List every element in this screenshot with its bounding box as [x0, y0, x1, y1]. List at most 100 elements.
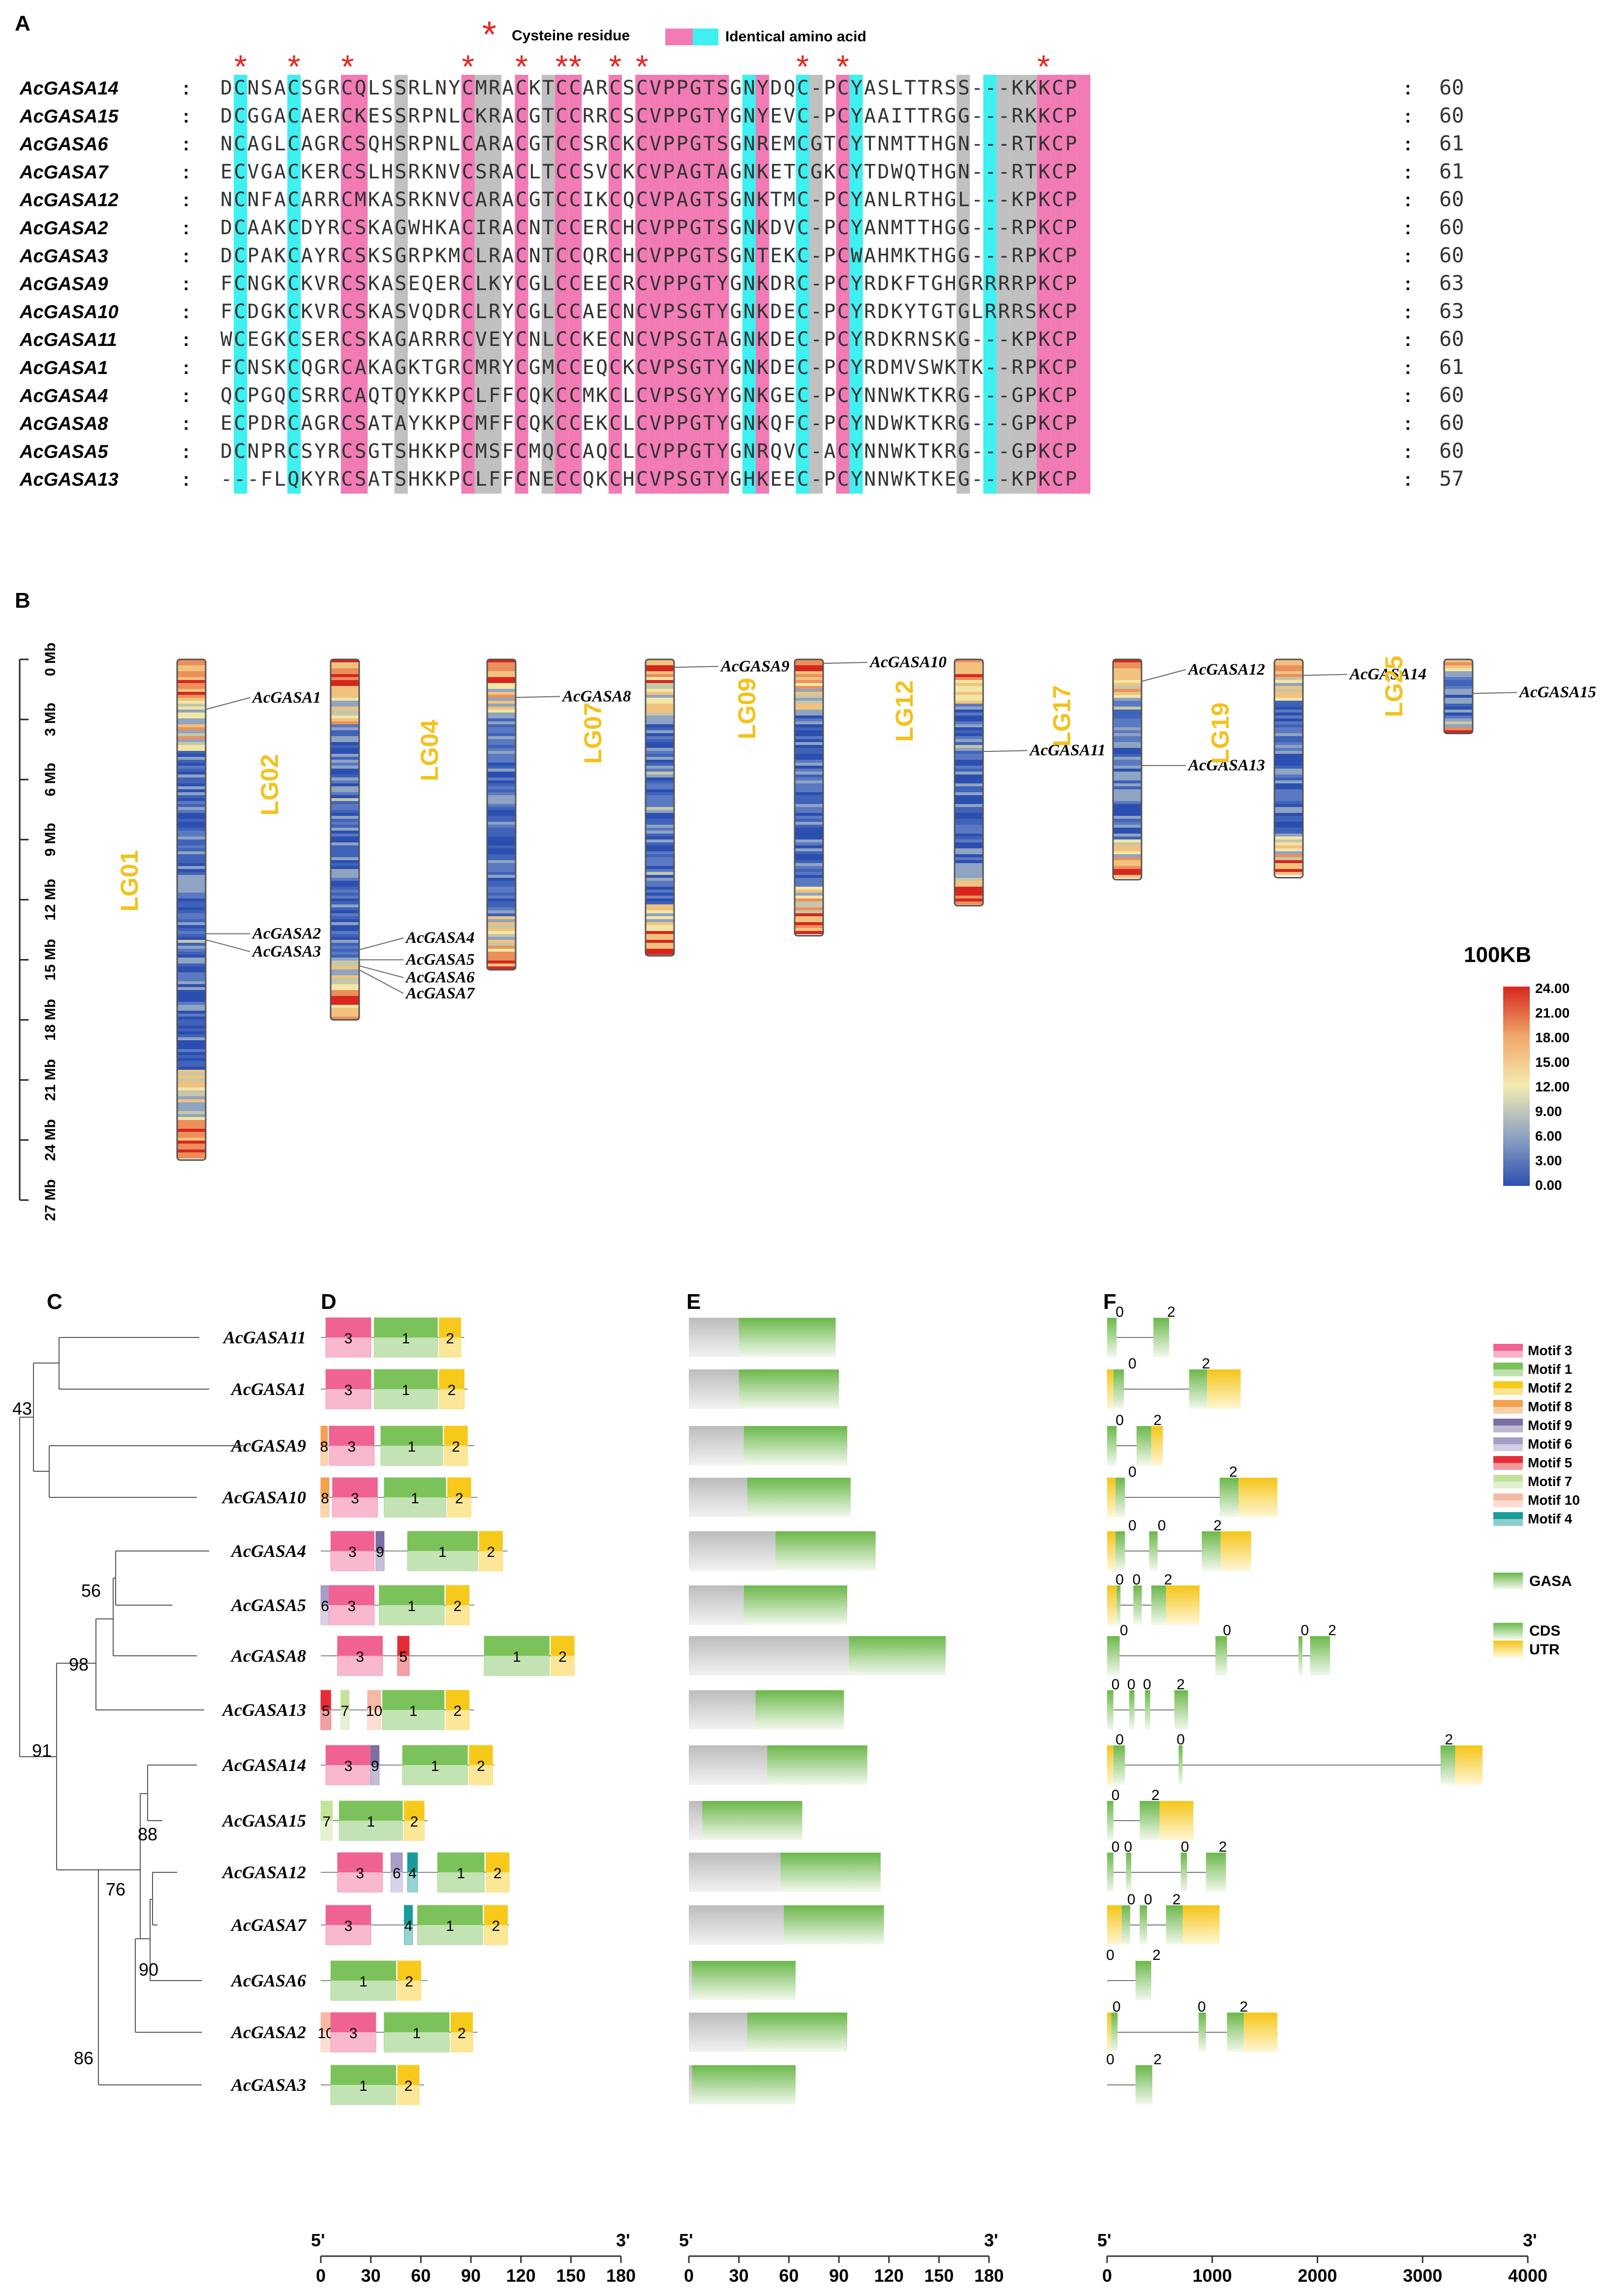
chromosome-density-stripe	[795, 916, 823, 920]
chromosome-density-stripe	[795, 680, 823, 683]
chromosome-density-stripe	[331, 801, 359, 805]
chromosome-density-stripe	[1274, 707, 1303, 710]
chromosome-density-stripe	[795, 713, 823, 716]
chromosome-density-stripe	[1113, 686, 1142, 689]
motif-label: 7	[341, 1703, 349, 1719]
motif-box-shade	[326, 1925, 371, 1945]
cds-exon	[1219, 1478, 1239, 1517]
chromosome-density-stripe	[177, 718, 206, 722]
chromosome-density-stripe	[487, 789, 516, 793]
chromosome-density-stripe	[1113, 707, 1142, 710]
chromosome-density-stripe	[646, 704, 674, 707]
chromosome-density-stripe	[1113, 795, 1142, 799]
chromosome-density-stripe	[487, 845, 516, 849]
gene-locus-line	[359, 969, 404, 994]
motif-box-shade	[331, 2032, 376, 2052]
chromosome-density-stripe	[487, 834, 516, 837]
motif-label: 1	[407, 1598, 416, 1614]
chromosome-density-stripe	[955, 872, 983, 875]
chromosome-density-stripe	[795, 819, 823, 822]
chromosome-density-stripe	[646, 884, 674, 887]
gasa-domain	[747, 1478, 851, 1517]
gene-axis-tick-label: 4000	[1508, 2265, 1547, 2286]
chromosome-density-stripe	[646, 837, 674, 840]
motif-box-shade	[321, 1497, 329, 1517]
chromosome-density-stripe	[795, 863, 823, 867]
chromosome-density-stripe	[955, 789, 983, 793]
chromosome-density-stripe	[646, 671, 674, 675]
chromosome-density-stripe	[331, 890, 359, 893]
chromosome-density-stripe	[646, 792, 674, 796]
chromosome-label: LG25	[1380, 655, 1408, 717]
intron-phase-label: 0	[1127, 1892, 1136, 1908]
alignment-row-colon: :	[1405, 78, 1411, 99]
cds-exon	[1149, 1531, 1158, 1571]
chromosome-density-stripe	[1274, 848, 1303, 852]
chromosome-density-stripe	[646, 698, 674, 701]
gasa-legend-label: GASA	[1529, 1573, 1572, 1589]
chromosome-density-stripe	[646, 772, 674, 775]
chromosome-density-stripe	[177, 896, 206, 899]
utr-legend-label: UTR	[1529, 1642, 1560, 1658]
chromosome-density-stripe	[487, 881, 516, 884]
chromosome-density-stripe	[646, 819, 674, 822]
chromosome-density-stripe	[795, 718, 823, 722]
chromosome-density-stripe	[177, 1155, 206, 1159]
motif-box-shade	[407, 1551, 478, 1571]
intron-phase-label: 0	[1143, 1676, 1151, 1693]
chromosome-density-stripe	[487, 692, 516, 695]
gasa-domain	[739, 1318, 836, 1357]
chromosome-density-stripe	[177, 1017, 206, 1020]
chromosome-density-stripe	[487, 718, 516, 722]
chromosome-density-stripe	[487, 837, 516, 840]
gene-locus-label: AcGASA6	[405, 969, 475, 987]
motif-box-shade	[384, 1497, 446, 1517]
chromosome-density-stripe	[487, 751, 516, 754]
alignment-highlight-column	[488, 75, 502, 494]
chromosome-density-stripe	[955, 739, 983, 743]
chromosome-density-stripe	[1274, 677, 1303, 681]
chromosome-density-stripe	[1444, 721, 1473, 725]
chromosome-density-stripe	[1444, 692, 1473, 695]
cds-exon	[1174, 1690, 1188, 1730]
chromosome-density-stripe	[1274, 671, 1303, 675]
chromosome-density-stripe	[331, 780, 359, 784]
chromosome-density-stripe	[177, 1096, 206, 1100]
chromosome-density-stripe	[177, 831, 206, 834]
motif-label: 2	[446, 1331, 454, 1347]
chromosome-density-stripe	[177, 996, 206, 999]
chromosome-density-stripe	[331, 940, 359, 943]
chromosome-density-stripe	[487, 922, 516, 926]
intron-phase-label: 2	[1202, 1356, 1210, 1372]
motif-label: 4	[404, 1918, 413, 1934]
chromosome-density-stripe	[177, 816, 206, 819]
chromosome-density-stripe	[646, 680, 674, 683]
chromosome-density-stripe	[177, 662, 206, 666]
chromosome-density-stripe	[646, 839, 674, 843]
chromosome-density-stripe	[177, 1037, 206, 1041]
chromosome-density-stripe	[955, 780, 983, 784]
chromosome-density-stripe	[1274, 736, 1303, 740]
chromosome-density-stripe	[646, 899, 674, 902]
chromosome-density-stripe	[331, 887, 359, 890]
chromosome-density-stripe	[331, 707, 359, 710]
chromosome-density-stripe	[795, 913, 823, 917]
chromosome-density-stripe	[1113, 869, 1142, 872]
legend-star-icon: *	[482, 14, 496, 55]
chromosome-density-stripe	[1113, 692, 1142, 695]
motif-box-shade	[329, 1446, 374, 1465]
chromosome-density-stripe	[487, 899, 516, 902]
bootstrap-value: 90	[139, 1959, 158, 1980]
alignment-row-colon: :	[1405, 218, 1411, 239]
intron-phase-label: 0	[1115, 1732, 1124, 1748]
chromosome-density-stripe	[955, 671, 983, 675]
chromosome-density-stripe	[487, 919, 516, 923]
chromosome-density-stripe	[177, 890, 206, 893]
chromosome-density-stripe	[177, 1011, 206, 1014]
gene-locus-label: AcGASA12	[1187, 661, 1265, 679]
chromosome-density-stripe	[646, 913, 674, 917]
chromosome-density-stripe	[487, 715, 516, 719]
chromosome-density-stripe	[1113, 786, 1142, 790]
chromosome-density-stripe	[1444, 659, 1473, 663]
